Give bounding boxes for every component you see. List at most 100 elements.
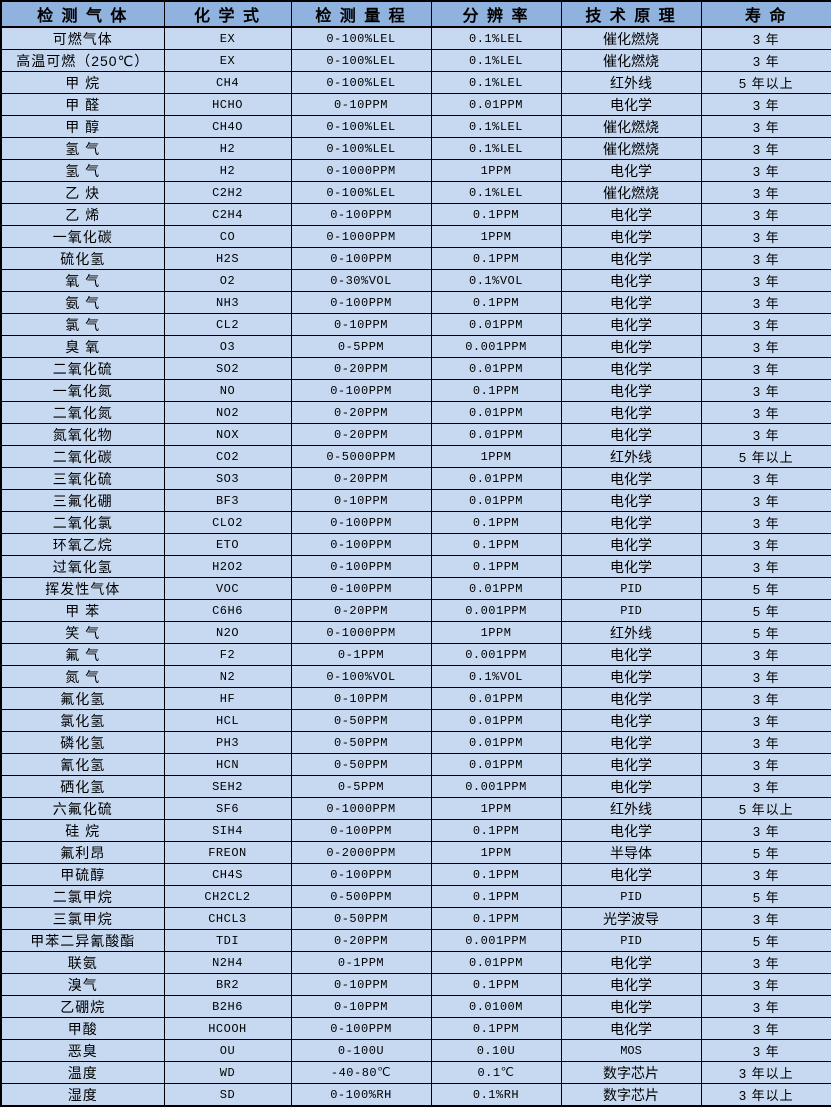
cell-res: 0.01PPM bbox=[430, 93, 562, 116]
cell-gas: 磷化氢 bbox=[0, 731, 165, 754]
cell-tech: 电化学 bbox=[560, 687, 702, 710]
cell-life: 3 年 bbox=[700, 26, 831, 50]
cell-gas: 三氯甲烷 bbox=[0, 907, 165, 930]
cell-range: 0-20PPM bbox=[290, 401, 432, 424]
cell-life: 5 年 bbox=[700, 885, 831, 908]
cell-tech: 催化燃烧 bbox=[560, 137, 702, 160]
cell-res: 1PPM bbox=[430, 445, 562, 468]
cell-life: 3 年 bbox=[700, 423, 831, 446]
cell-life: 3 年 bbox=[700, 511, 831, 534]
cell-res: 0.1PPM bbox=[430, 885, 562, 908]
cell-res: 0.1℃ bbox=[430, 1061, 562, 1084]
cell-life: 3 年 bbox=[700, 159, 831, 182]
cell-life: 3 年 bbox=[700, 709, 831, 732]
table-row: 联氨 N2H4 0-1PPM 0.01PPM 电化学 3 年 bbox=[0, 951, 831, 974]
cell-gas: 乙 炔 bbox=[0, 181, 165, 204]
cell-gas: 三氧化硫 bbox=[0, 467, 165, 490]
cell-range: 0-10PPM bbox=[290, 93, 432, 116]
cell-formula: BF3 bbox=[163, 489, 292, 512]
cell-gas: 甲 醛 bbox=[0, 93, 165, 116]
cell-res: 0.1%LEL bbox=[430, 49, 562, 72]
table-row: 笑 气 N2O 0-1000PPM 1PPM 红外线 5 年 bbox=[0, 621, 831, 644]
cell-res: 0.001PPM bbox=[430, 929, 562, 952]
cell-tech: 电化学 bbox=[560, 709, 702, 732]
column-header-lifetime: 寿 命 bbox=[700, 0, 831, 28]
cell-gas: 甲苯二异氰酸酯 bbox=[0, 929, 165, 952]
cell-res: 0.1%LEL bbox=[430, 26, 562, 50]
cell-formula: HCN bbox=[163, 753, 292, 776]
cell-formula: CH4 bbox=[163, 71, 292, 94]
cell-range: 0-100%VOL bbox=[290, 665, 432, 688]
cell-life: 3 年 bbox=[700, 203, 831, 226]
cell-formula: CH4S bbox=[163, 863, 292, 886]
table-header-row: 检 测 气 体 化 学 式 检 测 量 程 分 辨 率 技 术 原 理 寿 命 bbox=[0, 0, 831, 28]
cell-range: 0-5000PPM bbox=[290, 445, 432, 468]
cell-life: 3 年 bbox=[700, 269, 831, 292]
table-row: 二氧化氮 NO2 0-20PPM 0.01PPM 电化学 3 年 bbox=[0, 401, 831, 424]
cell-tech: 电化学 bbox=[560, 533, 702, 556]
cell-tech: 电化学 bbox=[560, 467, 702, 490]
cell-tech: 电化学 bbox=[560, 995, 702, 1018]
table-row: 氟利昂 FREON 0-2000PPM 1PPM 半导体 5 年 bbox=[0, 841, 831, 864]
table-row: 氮 气 N2 0-100%VOL 0.1%VOL 电化学 3 年 bbox=[0, 665, 831, 688]
cell-gas: 二氧化氯 bbox=[0, 511, 165, 534]
cell-life: 3 年 bbox=[700, 1039, 831, 1062]
table-row: 硫化氢 H2S 0-100PPM 0.1PPM 电化学 3 年 bbox=[0, 247, 831, 270]
cell-tech: 催化燃烧 bbox=[560, 26, 702, 50]
table-row: 溴气 BR2 0-10PPM 0.1PPM 电化学 3 年 bbox=[0, 973, 831, 996]
cell-range: 0-100%LEL bbox=[290, 115, 432, 138]
cell-tech: 电化学 bbox=[560, 401, 702, 424]
table-row: 硒化氢 SEH2 0-5PPM 0.001PPM 电化学 3 年 bbox=[0, 775, 831, 798]
cell-range: 0-100PPM bbox=[290, 511, 432, 534]
cell-gas: 一氧化碳 bbox=[0, 225, 165, 248]
cell-res: 0.1PPM bbox=[430, 247, 562, 270]
cell-life: 3 年 bbox=[700, 115, 831, 138]
cell-tech: 电化学 bbox=[560, 93, 702, 116]
cell-gas: 氟化氢 bbox=[0, 687, 165, 710]
cell-life: 3 年 bbox=[700, 1017, 831, 1040]
cell-res: 0.001PPM bbox=[430, 599, 562, 622]
cell-tech: PID bbox=[560, 885, 702, 908]
cell-formula: O3 bbox=[163, 335, 292, 358]
table-row: 二氧化氯 CLO2 0-100PPM 0.1PPM 电化学 3 年 bbox=[0, 511, 831, 534]
cell-range: 0-100PPM bbox=[290, 247, 432, 270]
table-row: 磷化氢 PH3 0-50PPM 0.01PPM 电化学 3 年 bbox=[0, 731, 831, 754]
cell-range: 0-50PPM bbox=[290, 731, 432, 754]
cell-res: 0.01PPM bbox=[430, 753, 562, 776]
table-row: 甲 苯 C6H6 0-20PPM 0.001PPM PID 5 年 bbox=[0, 599, 831, 622]
table-row: 氰化氢 HCN 0-50PPM 0.01PPM 电化学 3 年 bbox=[0, 753, 831, 776]
cell-res: 0.001PPM bbox=[430, 643, 562, 666]
cell-formula: N2O bbox=[163, 621, 292, 644]
table-row: 三氧化硫 SO3 0-20PPM 0.01PPM 电化学 3 年 bbox=[0, 467, 831, 490]
cell-formula: CO bbox=[163, 225, 292, 248]
cell-res: 0.1PPM bbox=[430, 973, 562, 996]
cell-range: 0-20PPM bbox=[290, 929, 432, 952]
cell-tech: 电化学 bbox=[560, 973, 702, 996]
cell-formula: CLO2 bbox=[163, 511, 292, 534]
cell-range: 0-50PPM bbox=[290, 753, 432, 776]
cell-range: 0-100%LEL bbox=[290, 26, 432, 50]
cell-formula: NOX bbox=[163, 423, 292, 446]
cell-formula: OU bbox=[163, 1039, 292, 1062]
cell-range: 0-50PPM bbox=[290, 709, 432, 732]
cell-res: 1PPM bbox=[430, 797, 562, 820]
cell-life: 3 年 bbox=[700, 489, 831, 512]
cell-res: 0.1PPM bbox=[430, 863, 562, 886]
cell-range: 0-10PPM bbox=[290, 973, 432, 996]
cell-formula: HF bbox=[163, 687, 292, 710]
cell-life: 3 年 bbox=[700, 907, 831, 930]
cell-gas: 六氟化硫 bbox=[0, 797, 165, 820]
cell-res: 0.1%VOL bbox=[430, 269, 562, 292]
cell-range: 0-100PPM bbox=[290, 555, 432, 578]
cell-gas: 笑 气 bbox=[0, 621, 165, 644]
cell-res: 1PPM bbox=[430, 621, 562, 644]
table-row: 乙 炔 C2H2 0-100%LEL 0.1%LEL 催化燃烧 3 年 bbox=[0, 181, 831, 204]
cell-life: 3 年 bbox=[700, 335, 831, 358]
cell-gas: 甲酸 bbox=[0, 1017, 165, 1040]
cell-tech: PID bbox=[560, 599, 702, 622]
cell-tech: 催化燃烧 bbox=[560, 115, 702, 138]
cell-range: 0-100PPM bbox=[290, 291, 432, 314]
cell-range: 0-20PPM bbox=[290, 423, 432, 446]
cell-res: 0.01PPM bbox=[430, 731, 562, 754]
cell-formula: CO2 bbox=[163, 445, 292, 468]
